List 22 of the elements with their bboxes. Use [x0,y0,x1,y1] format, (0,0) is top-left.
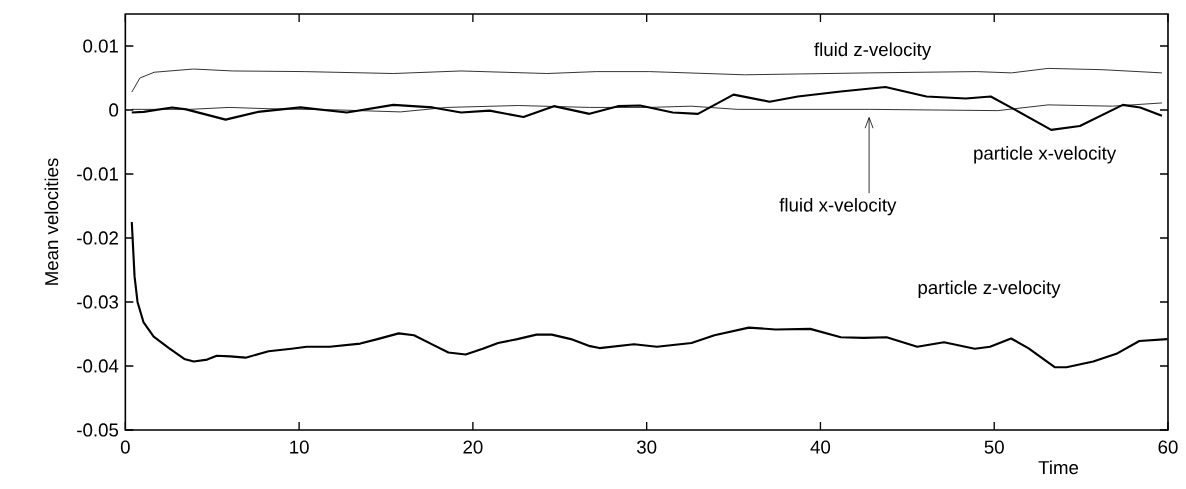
line-series [131,68,1163,93]
legend-label: fluid z-velocity [814,42,932,60]
y-tick-label: 0.01 [83,39,118,53]
y-tick-label: -0.01 [77,167,118,181]
y-axis-title: Mean velocities [44,158,59,285]
y-tick-label: -0.02 [77,231,118,245]
x-tick-label: 30 [637,440,657,454]
line-series [130,85,1163,131]
x-tick-label: 20 [463,440,483,454]
x-tick-label: 0 [120,440,130,454]
x-tick-label: 60 [1158,440,1178,454]
y-tick-label: -0.05 [77,423,119,437]
x-axis-title: Time [1038,460,1079,475]
x-tick-label: 10 [290,440,309,454]
y-tick-label: 0 [109,103,119,117]
x-tick-label: 50 [984,440,1004,454]
text: fluid x-velocity [779,197,897,216]
text: particle z-velocity [918,280,1061,298]
y-tick-label: -0.04 [77,359,119,373]
series-label: particle x-velocity [974,146,1117,164]
y-tick-label: -0.03 [77,295,119,309]
x-tick-label: 40 [810,440,831,454]
